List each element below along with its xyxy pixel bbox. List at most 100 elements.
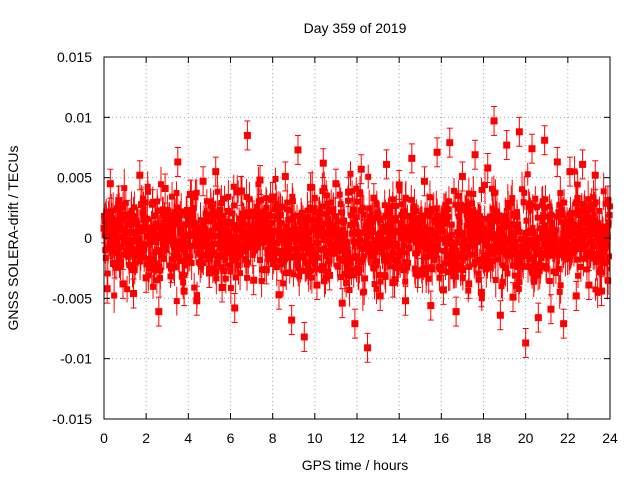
data-point bbox=[323, 211, 330, 218]
data-point bbox=[193, 189, 200, 196]
data-point bbox=[313, 209, 320, 216]
data-point bbox=[399, 247, 406, 254]
data-point bbox=[592, 199, 599, 206]
data-point bbox=[221, 267, 228, 274]
data-point bbox=[400, 267, 407, 274]
data-point bbox=[198, 263, 205, 270]
data-point bbox=[351, 207, 358, 214]
data-point bbox=[476, 256, 483, 263]
y-axis-label: GNSS SOLERA-drift / TECUs bbox=[5, 146, 21, 331]
data-point bbox=[338, 299, 346, 307]
data-point bbox=[108, 210, 115, 217]
data-point bbox=[234, 235, 241, 242]
data-point bbox=[592, 224, 599, 231]
data-point bbox=[401, 208, 408, 215]
data-point bbox=[260, 234, 267, 241]
data-point bbox=[530, 255, 537, 262]
data-point bbox=[471, 151, 479, 159]
data-point bbox=[325, 220, 332, 227]
data-point bbox=[257, 257, 264, 264]
data-point bbox=[205, 269, 213, 277]
data-point bbox=[458, 203, 465, 210]
data-point bbox=[244, 274, 251, 281]
data-point bbox=[300, 254, 307, 261]
data-point bbox=[465, 190, 472, 197]
data-point bbox=[504, 270, 511, 277]
data-point bbox=[515, 259, 522, 266]
data-point bbox=[219, 212, 226, 219]
data-point bbox=[456, 219, 463, 226]
data-point bbox=[336, 255, 343, 262]
data-point bbox=[439, 286, 447, 294]
data-point bbox=[490, 215, 497, 222]
data-point bbox=[233, 253, 240, 260]
y-tick-label: 0.01 bbox=[65, 109, 92, 125]
data-point bbox=[571, 210, 578, 217]
y-tick-label: -0.01 bbox=[60, 351, 92, 367]
x-axis-label: GPS time / hours bbox=[302, 457, 409, 473]
data-point bbox=[112, 217, 119, 224]
data-point bbox=[351, 240, 358, 247]
data-point bbox=[256, 176, 264, 184]
data-point bbox=[392, 243, 399, 250]
data-point bbox=[237, 270, 244, 277]
data-point bbox=[577, 246, 584, 253]
data-point bbox=[371, 281, 378, 288]
data-point bbox=[402, 195, 409, 202]
data-point bbox=[169, 193, 176, 200]
data-point bbox=[188, 260, 195, 267]
data-point bbox=[231, 202, 238, 209]
data-point bbox=[283, 223, 290, 230]
data-point bbox=[326, 237, 333, 244]
y-tick-label: -0.005 bbox=[52, 290, 92, 306]
data-point bbox=[581, 206, 588, 213]
data-point bbox=[144, 215, 151, 222]
data-point bbox=[346, 287, 353, 294]
data-point bbox=[274, 239, 281, 246]
data-point bbox=[173, 245, 180, 252]
data-point bbox=[305, 229, 312, 236]
data-point bbox=[424, 226, 431, 233]
data-point bbox=[210, 216, 217, 223]
data-point bbox=[136, 171, 144, 179]
data-point bbox=[109, 248, 116, 255]
data-point bbox=[180, 287, 188, 295]
data-point bbox=[157, 267, 164, 274]
data-point bbox=[224, 207, 232, 215]
data-point bbox=[395, 259, 402, 266]
data-point bbox=[347, 222, 354, 229]
data-point bbox=[393, 202, 400, 209]
data-point bbox=[290, 246, 297, 253]
data-point bbox=[153, 277, 160, 284]
data-point bbox=[123, 211, 131, 219]
data-point bbox=[402, 278, 409, 285]
data-point bbox=[152, 212, 159, 219]
data-point bbox=[465, 280, 473, 288]
data-point bbox=[448, 221, 455, 228]
data-point bbox=[229, 210, 236, 217]
data-point bbox=[152, 260, 159, 267]
data-point bbox=[355, 231, 362, 238]
data-point bbox=[161, 216, 168, 223]
data-point bbox=[212, 213, 219, 220]
data-point bbox=[262, 265, 270, 273]
data-point bbox=[572, 292, 580, 300]
data-point bbox=[357, 165, 365, 173]
data-point bbox=[423, 265, 430, 272]
data-point bbox=[300, 333, 308, 341]
data-point bbox=[126, 262, 133, 269]
data-point bbox=[254, 244, 261, 251]
data-point bbox=[529, 270, 536, 277]
data-point bbox=[240, 212, 247, 219]
data-point bbox=[453, 266, 460, 273]
data-point bbox=[501, 224, 508, 231]
data-point bbox=[389, 279, 397, 287]
data-points bbox=[100, 105, 612, 363]
data-point bbox=[458, 172, 466, 180]
data-point bbox=[474, 239, 481, 246]
data-point bbox=[481, 261, 488, 268]
data-point bbox=[577, 219, 584, 226]
data-point bbox=[587, 206, 594, 213]
data-point bbox=[239, 247, 246, 254]
data-point bbox=[324, 248, 331, 255]
